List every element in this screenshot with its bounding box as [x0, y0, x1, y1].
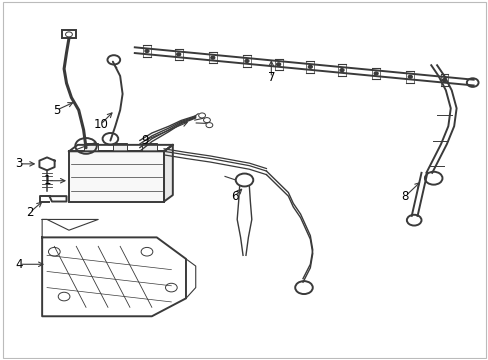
Bar — [61, 31, 76, 39]
Bar — [69, 151, 163, 202]
Circle shape — [244, 59, 248, 62]
Bar — [142, 143, 157, 150]
Circle shape — [373, 72, 377, 75]
Circle shape — [145, 50, 149, 53]
Circle shape — [210, 56, 214, 59]
Text: 9: 9 — [141, 134, 148, 147]
Circle shape — [339, 69, 343, 72]
Text: 10: 10 — [93, 118, 108, 131]
Text: 2: 2 — [26, 206, 34, 219]
Circle shape — [407, 75, 411, 78]
Text: 4: 4 — [16, 258, 23, 271]
Text: 8: 8 — [401, 190, 408, 203]
Bar — [83, 143, 98, 150]
Circle shape — [276, 63, 280, 66]
Text: 1: 1 — [43, 174, 51, 187]
Text: 3: 3 — [16, 157, 23, 170]
Circle shape — [308, 66, 312, 68]
Text: 5: 5 — [53, 104, 61, 117]
Polygon shape — [163, 145, 172, 202]
Text: 6: 6 — [230, 190, 238, 203]
Text: 7: 7 — [267, 71, 275, 84]
Circle shape — [442, 78, 446, 81]
Circle shape — [176, 53, 180, 56]
Bar — [113, 143, 127, 150]
